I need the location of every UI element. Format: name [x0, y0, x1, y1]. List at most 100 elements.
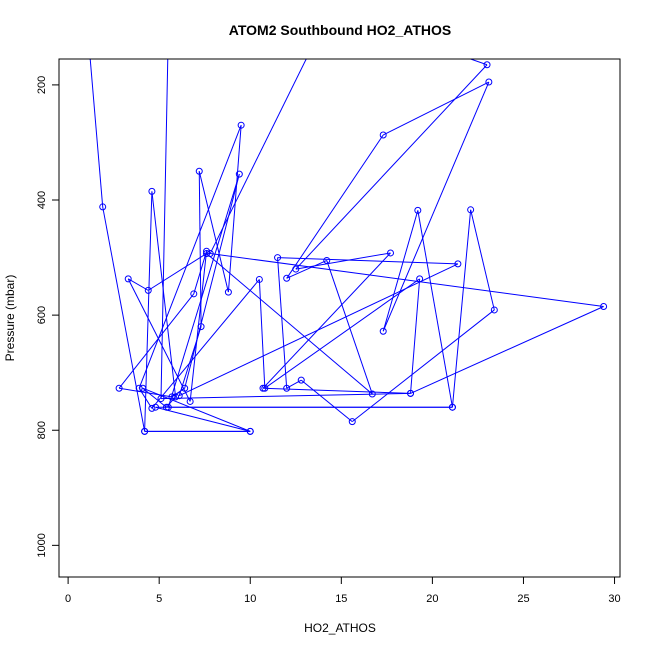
series-line-segment — [286, 134, 384, 279]
y-tick-label: 1000 — [36, 533, 48, 557]
data-point — [283, 274, 291, 282]
data-point — [162, 403, 170, 411]
data-point — [379, 327, 387, 335]
data-point — [164, 403, 172, 411]
series-line-segment — [295, 64, 488, 270]
series-line-segment — [118, 293, 195, 389]
data-point — [490, 306, 498, 314]
data-point — [600, 302, 608, 310]
x-tick-label: 25 — [517, 593, 529, 605]
series-line-segment — [262, 387, 411, 394]
x-tick-label: 15 — [335, 593, 347, 605]
series-line-segment — [258, 279, 266, 389]
x-tick-label: 5 — [156, 593, 162, 605]
data-point — [197, 323, 205, 331]
data-point — [168, 393, 176, 401]
data-point — [224, 288, 232, 296]
data-point — [186, 397, 194, 405]
y-tick-label: 800 — [36, 421, 48, 439]
data-point — [203, 247, 211, 255]
data-point — [144, 286, 152, 294]
series-line-segment — [127, 278, 149, 291]
series-line-segment — [142, 387, 167, 408]
series-line-segment — [451, 209, 472, 408]
series-line-segment — [155, 406, 251, 432]
series-line-segment — [382, 81, 490, 136]
data-point — [172, 393, 180, 401]
data-point — [387, 249, 394, 257]
x-axis-label: HO2_ATHOS — [304, 621, 376, 635]
series-line-segment — [151, 191, 177, 397]
data-point — [379, 131, 387, 139]
series-line-segment — [295, 252, 391, 270]
series-line-segment — [286, 379, 302, 389]
series-line-segment — [277, 257, 288, 389]
series-line-segment — [138, 125, 242, 389]
data-point — [368, 390, 376, 398]
data-point — [203, 250, 211, 258]
series-line-segment — [160, 59, 169, 399]
y-tick-label: 600 — [36, 306, 48, 324]
data-point — [255, 275, 263, 283]
data-point — [181, 384, 189, 392]
series-line-segment — [198, 171, 229, 293]
y-axis-label: Pressure (mbar) — [3, 275, 17, 362]
data-point — [157, 395, 165, 403]
data-point — [323, 256, 331, 264]
data-point — [206, 250, 214, 258]
series-lines — [89, 59, 604, 432]
series-line-segment — [138, 387, 153, 409]
data-point — [124, 275, 132, 283]
data-point — [485, 78, 493, 86]
data-point — [141, 427, 149, 435]
series-line-segment — [326, 260, 373, 395]
data-point — [261, 384, 269, 392]
data-point — [448, 403, 456, 411]
series-line-segment — [262, 252, 391, 389]
data-point — [416, 275, 424, 283]
data-point — [175, 392, 183, 400]
data-point — [87, 59, 92, 60]
x-tick-label: 20 — [426, 593, 438, 605]
data-point — [292, 265, 300, 273]
data-point — [414, 206, 422, 214]
series-line-segment — [382, 81, 490, 332]
data-point — [139, 384, 147, 392]
series-line-segment — [209, 59, 307, 254]
series-line-segment — [160, 392, 411, 400]
data-point — [283, 384, 291, 392]
x-tick-label: 0 — [65, 593, 71, 605]
data-point — [115, 384, 123, 392]
data-point — [297, 376, 305, 384]
data-point — [152, 403, 160, 411]
series-line-segment — [470, 209, 495, 311]
series-line-segment — [210, 253, 604, 307]
series-line-segment — [410, 306, 604, 394]
data-point — [348, 418, 356, 426]
data-point — [135, 384, 143, 392]
series-line-segment — [382, 210, 419, 332]
series-line-segment — [351, 309, 495, 422]
series-line-segment — [178, 326, 202, 396]
data-point — [483, 61, 491, 69]
series-line-segment — [198, 171, 202, 327]
data-point — [246, 427, 254, 435]
data-point — [467, 206, 475, 214]
data-point — [237, 121, 245, 129]
data-point — [190, 290, 198, 298]
series-line-segment — [277, 257, 458, 265]
series-points — [87, 30, 608, 435]
y-tick-label: 200 — [36, 76, 48, 94]
series-line-segment — [286, 259, 327, 279]
series-line-segment — [227, 125, 242, 293]
series-line-segment — [144, 191, 153, 432]
series-line-segment — [89, 59, 104, 207]
series-line-segment — [147, 253, 207, 291]
data-point — [195, 167, 203, 175]
data-point — [259, 384, 267, 392]
series-line-segment — [410, 278, 421, 394]
x-axis: 0 5 10 15 20 25 30 — [65, 576, 621, 605]
data-point — [99, 203, 107, 211]
data-point — [165, 30, 171, 36]
series-line-segment — [127, 278, 191, 402]
